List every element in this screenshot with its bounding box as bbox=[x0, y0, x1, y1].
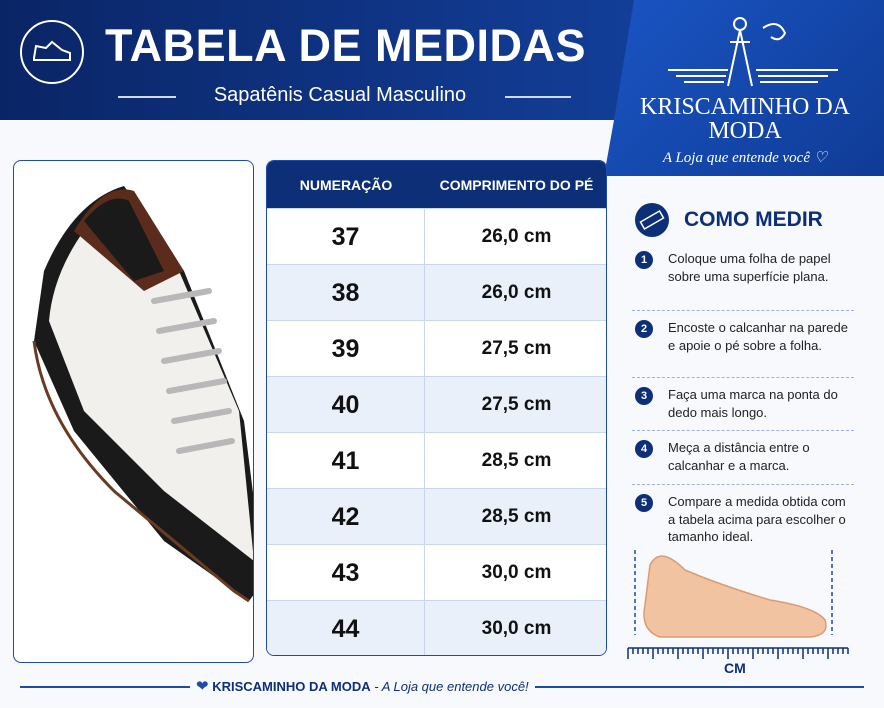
column-header: NUMERAÇÃO bbox=[267, 161, 425, 208]
heart-icon: ❤ bbox=[196, 678, 209, 695]
divider bbox=[118, 96, 176, 98]
size-number: 40 bbox=[267, 377, 425, 433]
foot-length: 27,5 cm bbox=[481, 394, 552, 415]
size-number: 41 bbox=[267, 433, 425, 489]
foot-length: 30,0 cm bbox=[481, 618, 552, 639]
table-row: 41 28,5 cm bbox=[267, 432, 606, 489]
table-row: 38 26,0 cm bbox=[267, 264, 606, 321]
ruler-label: CM bbox=[724, 660, 746, 676]
divider bbox=[505, 96, 571, 98]
step-number: 5 bbox=[635, 494, 653, 512]
size-number: 39 bbox=[267, 321, 425, 377]
footer-tagline: - A Loja que entende você! bbox=[374, 679, 529, 694]
column-header: COMPRIMENTO DO PÉ bbox=[425, 161, 606, 208]
size-number: 37 bbox=[267, 209, 425, 265]
step-number: 1 bbox=[635, 251, 653, 269]
foot-length: 26,0 cm bbox=[481, 226, 552, 247]
separator bbox=[632, 310, 854, 311]
table-row: 43 30,0 cm bbox=[267, 544, 606, 601]
step-text: Coloque uma folha de papel sobre uma sup… bbox=[668, 251, 831, 284]
separator bbox=[632, 430, 854, 431]
separator bbox=[632, 484, 854, 485]
table-row: 44 30,0 cm bbox=[267, 600, 606, 655]
size-number: 42 bbox=[267, 489, 425, 545]
shoe-icon bbox=[20, 20, 84, 84]
table-row: 40 27,5 cm bbox=[267, 376, 606, 433]
table-row: 42 28,5 cm bbox=[267, 488, 606, 545]
product-image bbox=[13, 160, 254, 663]
foot-length: 28,5 cm bbox=[481, 450, 552, 471]
foot-length: 27,5 cm bbox=[481, 338, 552, 359]
section-title: COMO MEDIR bbox=[684, 208, 823, 231]
table-row: 37 26,0 cm bbox=[267, 208, 606, 265]
step-number: 2 bbox=[635, 320, 653, 338]
brand-logo bbox=[668, 17, 838, 87]
size-number: 38 bbox=[267, 265, 425, 321]
subtitle: Sapatênis Casual Masculino bbox=[213, 84, 467, 106]
foot-length: 26,0 cm bbox=[481, 282, 552, 303]
footer: ❤ KRISCAMINHO DA MODA - A Loja que enten… bbox=[190, 677, 535, 695]
foot-length: 28,5 cm bbox=[481, 506, 552, 527]
brand-tagline: A Loja que entende você ♡ bbox=[662, 150, 828, 166]
step-number: 3 bbox=[635, 387, 653, 405]
size-number: 43 bbox=[267, 545, 425, 601]
brand-name: KRISCAMINHO DA bbox=[639, 94, 850, 120]
step-text: Compare a medida obtida com a tabela aci… bbox=[668, 494, 846, 544]
footer-brand: KRISCAMINHO DA MODA bbox=[212, 679, 371, 694]
ruler-icon bbox=[635, 203, 669, 237]
title: TABELA DE MEDIDAS bbox=[105, 20, 586, 71]
shoe-illustration bbox=[32, 186, 253, 603]
size-number: 44 bbox=[267, 601, 425, 655]
size-table: NUMERAÇÃO COMPRIMENTO DO PÉ 37 26,0 cm 38 2… bbox=[266, 160, 607, 656]
step-text: Faça uma marca na ponta do dedo mais lon… bbox=[668, 387, 838, 420]
separator bbox=[632, 377, 854, 378]
step-text: Encoste o calcanhar na parede e apoie o … bbox=[668, 320, 848, 353]
step-number: 4 bbox=[635, 440, 653, 458]
step-text: Meça a distância entre o calcanhar e a m… bbox=[668, 440, 810, 473]
table-row: 39 27,5 cm bbox=[267, 320, 606, 377]
foot-length: 30,0 cm bbox=[481, 562, 552, 583]
brand-name: MODA bbox=[708, 118, 782, 144]
foot-illustration bbox=[627, 550, 849, 659]
